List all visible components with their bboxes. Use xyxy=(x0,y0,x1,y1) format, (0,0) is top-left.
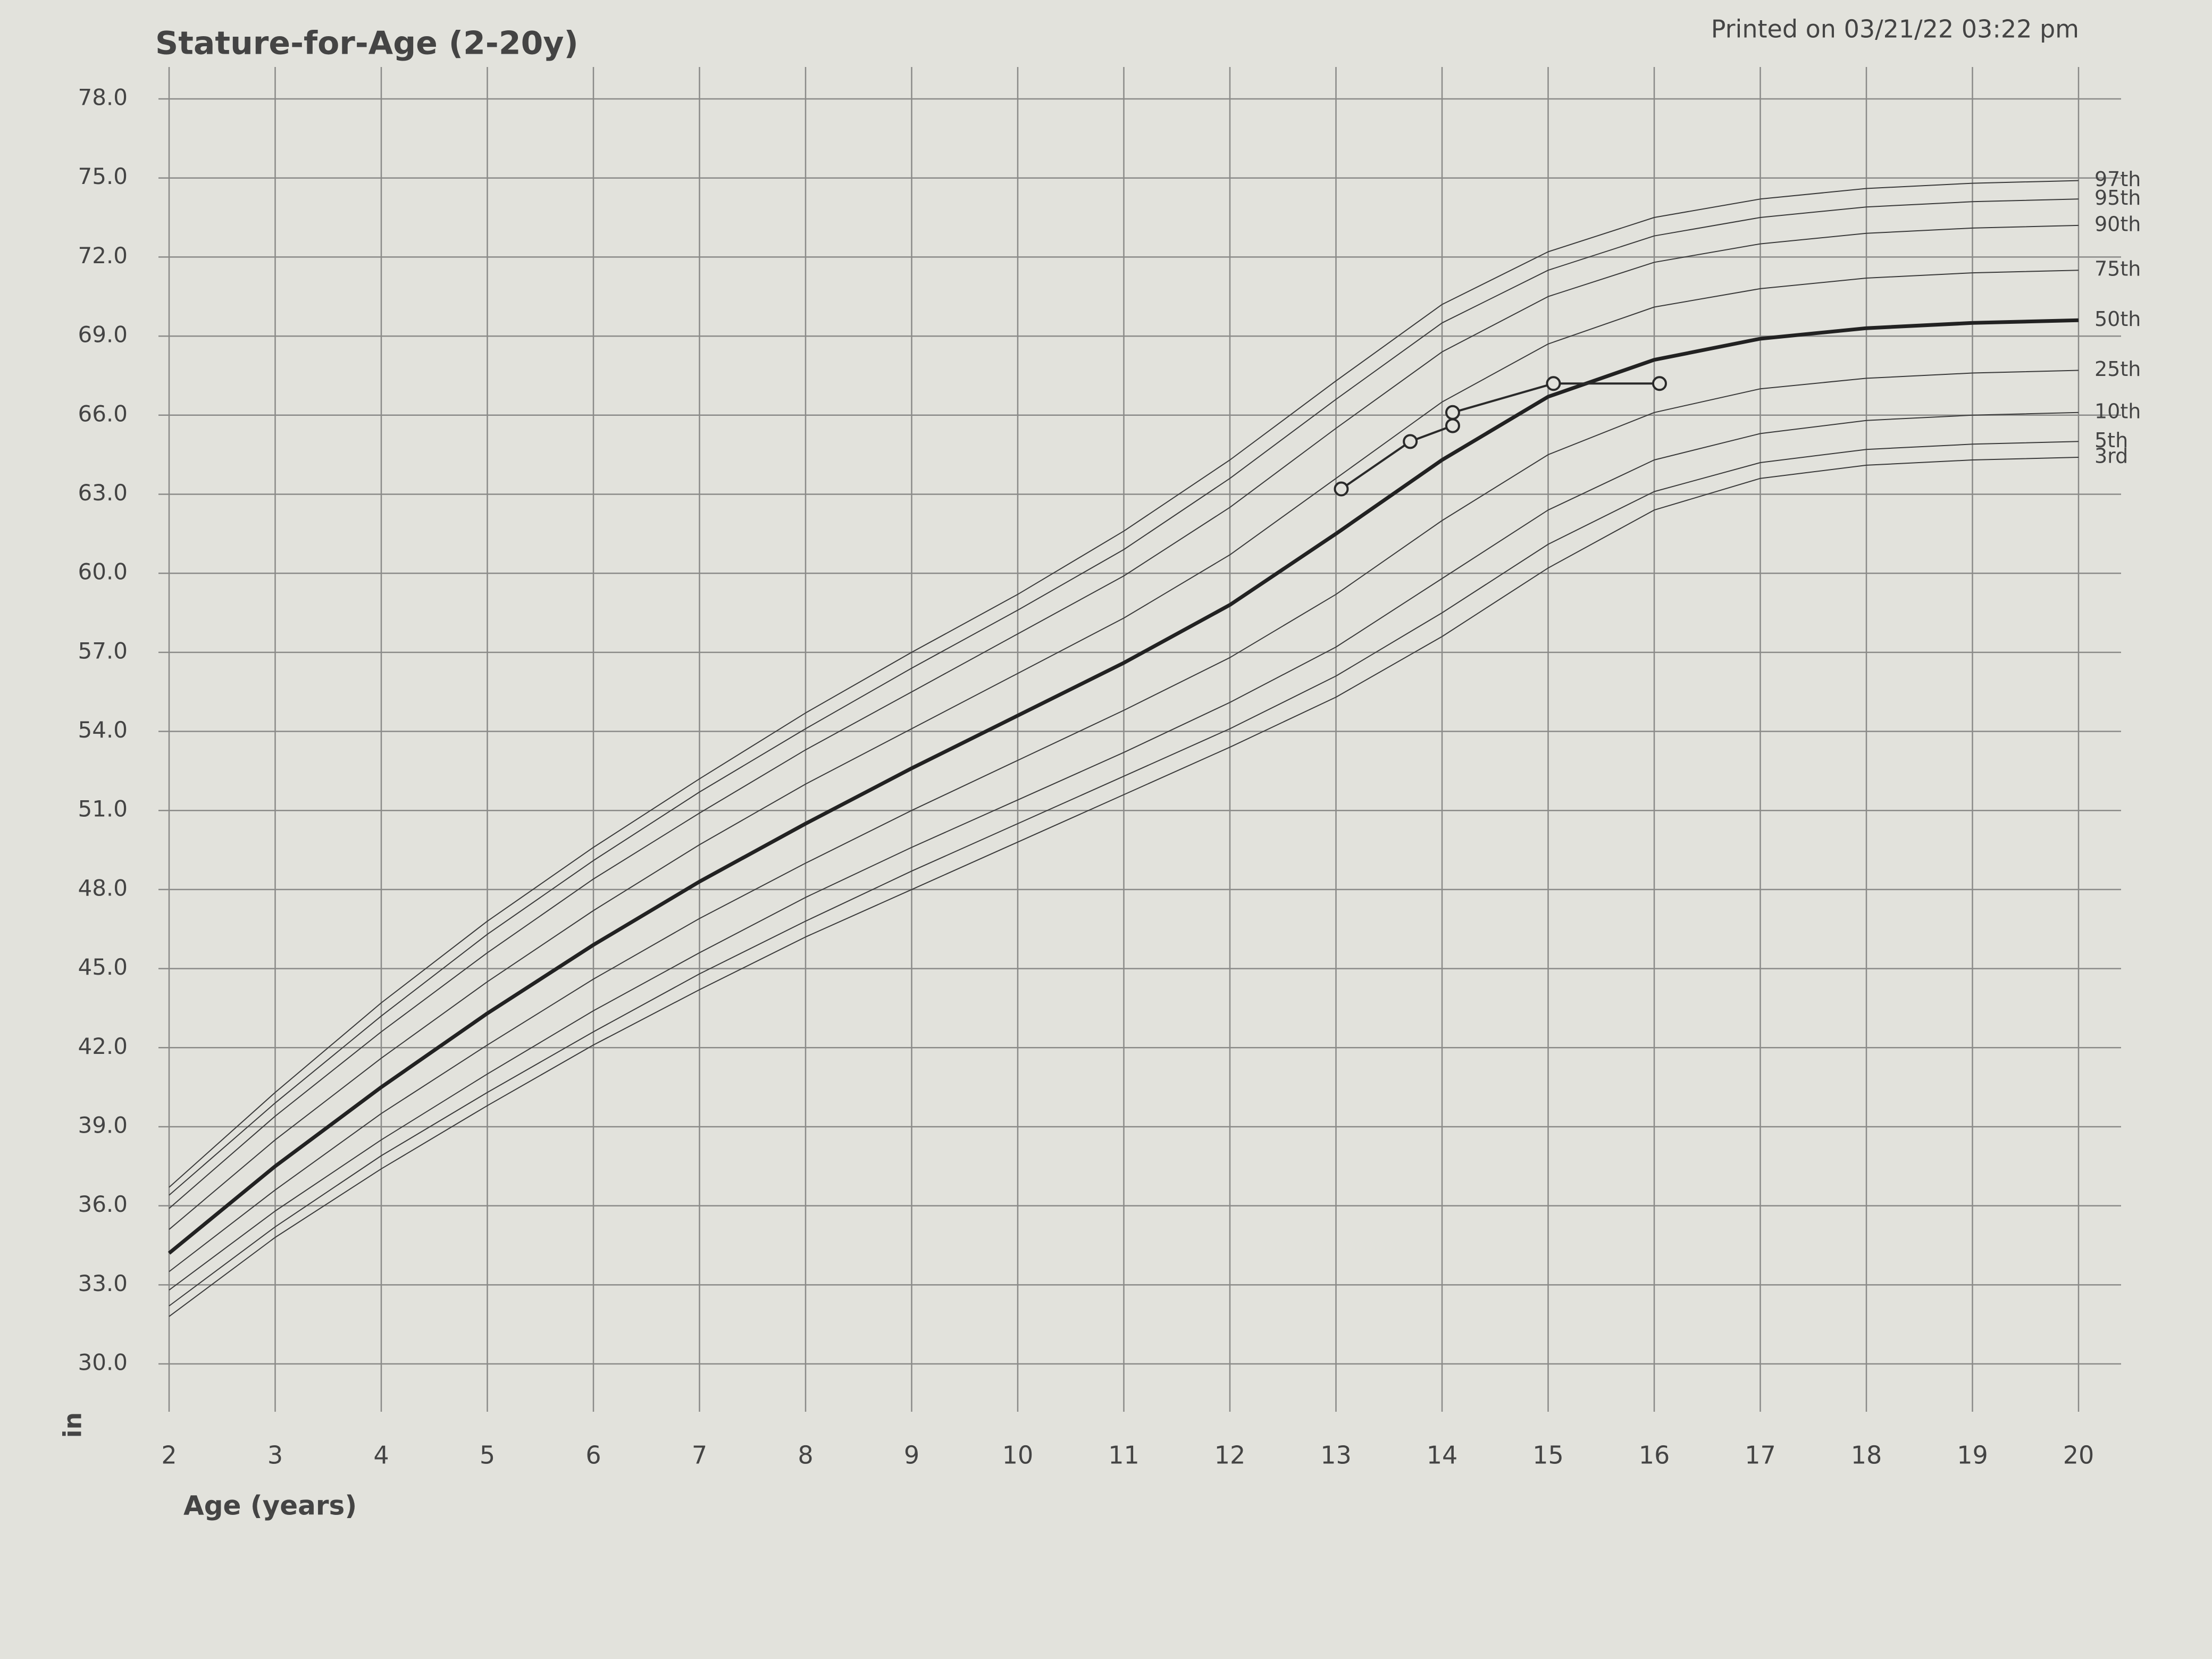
x-tick-label: 17 xyxy=(1745,1441,1776,1470)
x-tick-label: 11 xyxy=(1108,1441,1139,1470)
y-tick-label: 39.0 xyxy=(78,1112,128,1138)
data-point xyxy=(1334,481,1349,497)
x-tick-label: 18 xyxy=(1851,1441,1882,1470)
percentile-label: 97th xyxy=(2094,167,2141,191)
percentile-label: 3rd xyxy=(2094,445,2128,468)
y-tick-label: 45.0 xyxy=(78,954,128,980)
y-tick-label: 51.0 xyxy=(78,796,128,822)
data-point xyxy=(1445,405,1460,420)
data-point xyxy=(1652,376,1667,391)
series-line xyxy=(169,441,2079,1306)
y-tick-label: 57.0 xyxy=(78,638,128,664)
x-tick-label: 5 xyxy=(480,1441,495,1470)
x-tick-label: 20 xyxy=(2063,1441,2094,1470)
percentile-label: 75th xyxy=(2094,257,2141,281)
y-tick-label: 30.0 xyxy=(78,1350,128,1376)
percentile-label: 10th xyxy=(2094,399,2141,423)
print-date: Printed on 03/21/22 03:22 pm xyxy=(1711,15,2079,44)
series-line xyxy=(167,318,2079,1255)
y-tick-label: 66.0 xyxy=(78,400,128,426)
series-line xyxy=(169,180,2079,1188)
x-tick-label: 14 xyxy=(1427,1441,1458,1470)
x-tick-label: 16 xyxy=(1639,1441,1670,1470)
x-tick-label: 8 xyxy=(798,1441,813,1470)
x-tick-label: 6 xyxy=(585,1441,601,1470)
x-tick-label: 10 xyxy=(1002,1441,1034,1470)
percentile-label: 5th xyxy=(2094,429,2128,452)
percentile-label: 90th xyxy=(2094,212,2141,236)
chart-title: Stature-for-Age (2-20y) xyxy=(155,25,579,62)
x-tick-label: 12 xyxy=(1214,1441,1246,1470)
x-tick-label: 4 xyxy=(373,1441,389,1470)
data-point xyxy=(1403,434,1418,449)
series-line xyxy=(169,457,2079,1317)
percentile-label: 50th xyxy=(2094,307,2141,331)
y-tick-label: 60.0 xyxy=(78,559,128,585)
series-line xyxy=(169,270,2079,1230)
x-tick-label: 2 xyxy=(161,1441,177,1470)
x-tick-label: 7 xyxy=(692,1441,707,1470)
y-tick-label: 75.0 xyxy=(78,163,128,189)
y-tick-label: 72.0 xyxy=(78,242,128,269)
percentile-label: 25th xyxy=(2094,357,2141,381)
x-tick-label: 13 xyxy=(1320,1441,1352,1470)
percentile-label: 95th xyxy=(2094,186,2141,210)
y-axis-label: in xyxy=(58,1412,87,1438)
y-tick-label: 33.0 xyxy=(78,1270,128,1296)
y-tick-label: 42.0 xyxy=(78,1033,128,1059)
series-line xyxy=(169,198,2079,1196)
x-axis-label: Age (years) xyxy=(183,1490,357,1521)
y-tick-label: 36.0 xyxy=(78,1191,128,1217)
y-tick-label: 54.0 xyxy=(78,717,128,743)
data-point xyxy=(1546,376,1561,391)
series-line xyxy=(169,224,2079,1209)
x-tick-label: 19 xyxy=(1957,1441,1988,1470)
data-point xyxy=(1445,418,1460,433)
x-tick-label: 3 xyxy=(267,1441,283,1470)
y-tick-label: 63.0 xyxy=(78,480,128,506)
y-tick-label: 78.0 xyxy=(78,85,128,111)
y-tick-label: 69.0 xyxy=(78,322,128,348)
y-tick-label: 48.0 xyxy=(78,875,128,901)
x-tick-label: 15 xyxy=(1532,1441,1564,1470)
series-line xyxy=(169,370,2079,1272)
x-tick-label: 9 xyxy=(904,1441,919,1470)
series-line xyxy=(169,412,2079,1291)
